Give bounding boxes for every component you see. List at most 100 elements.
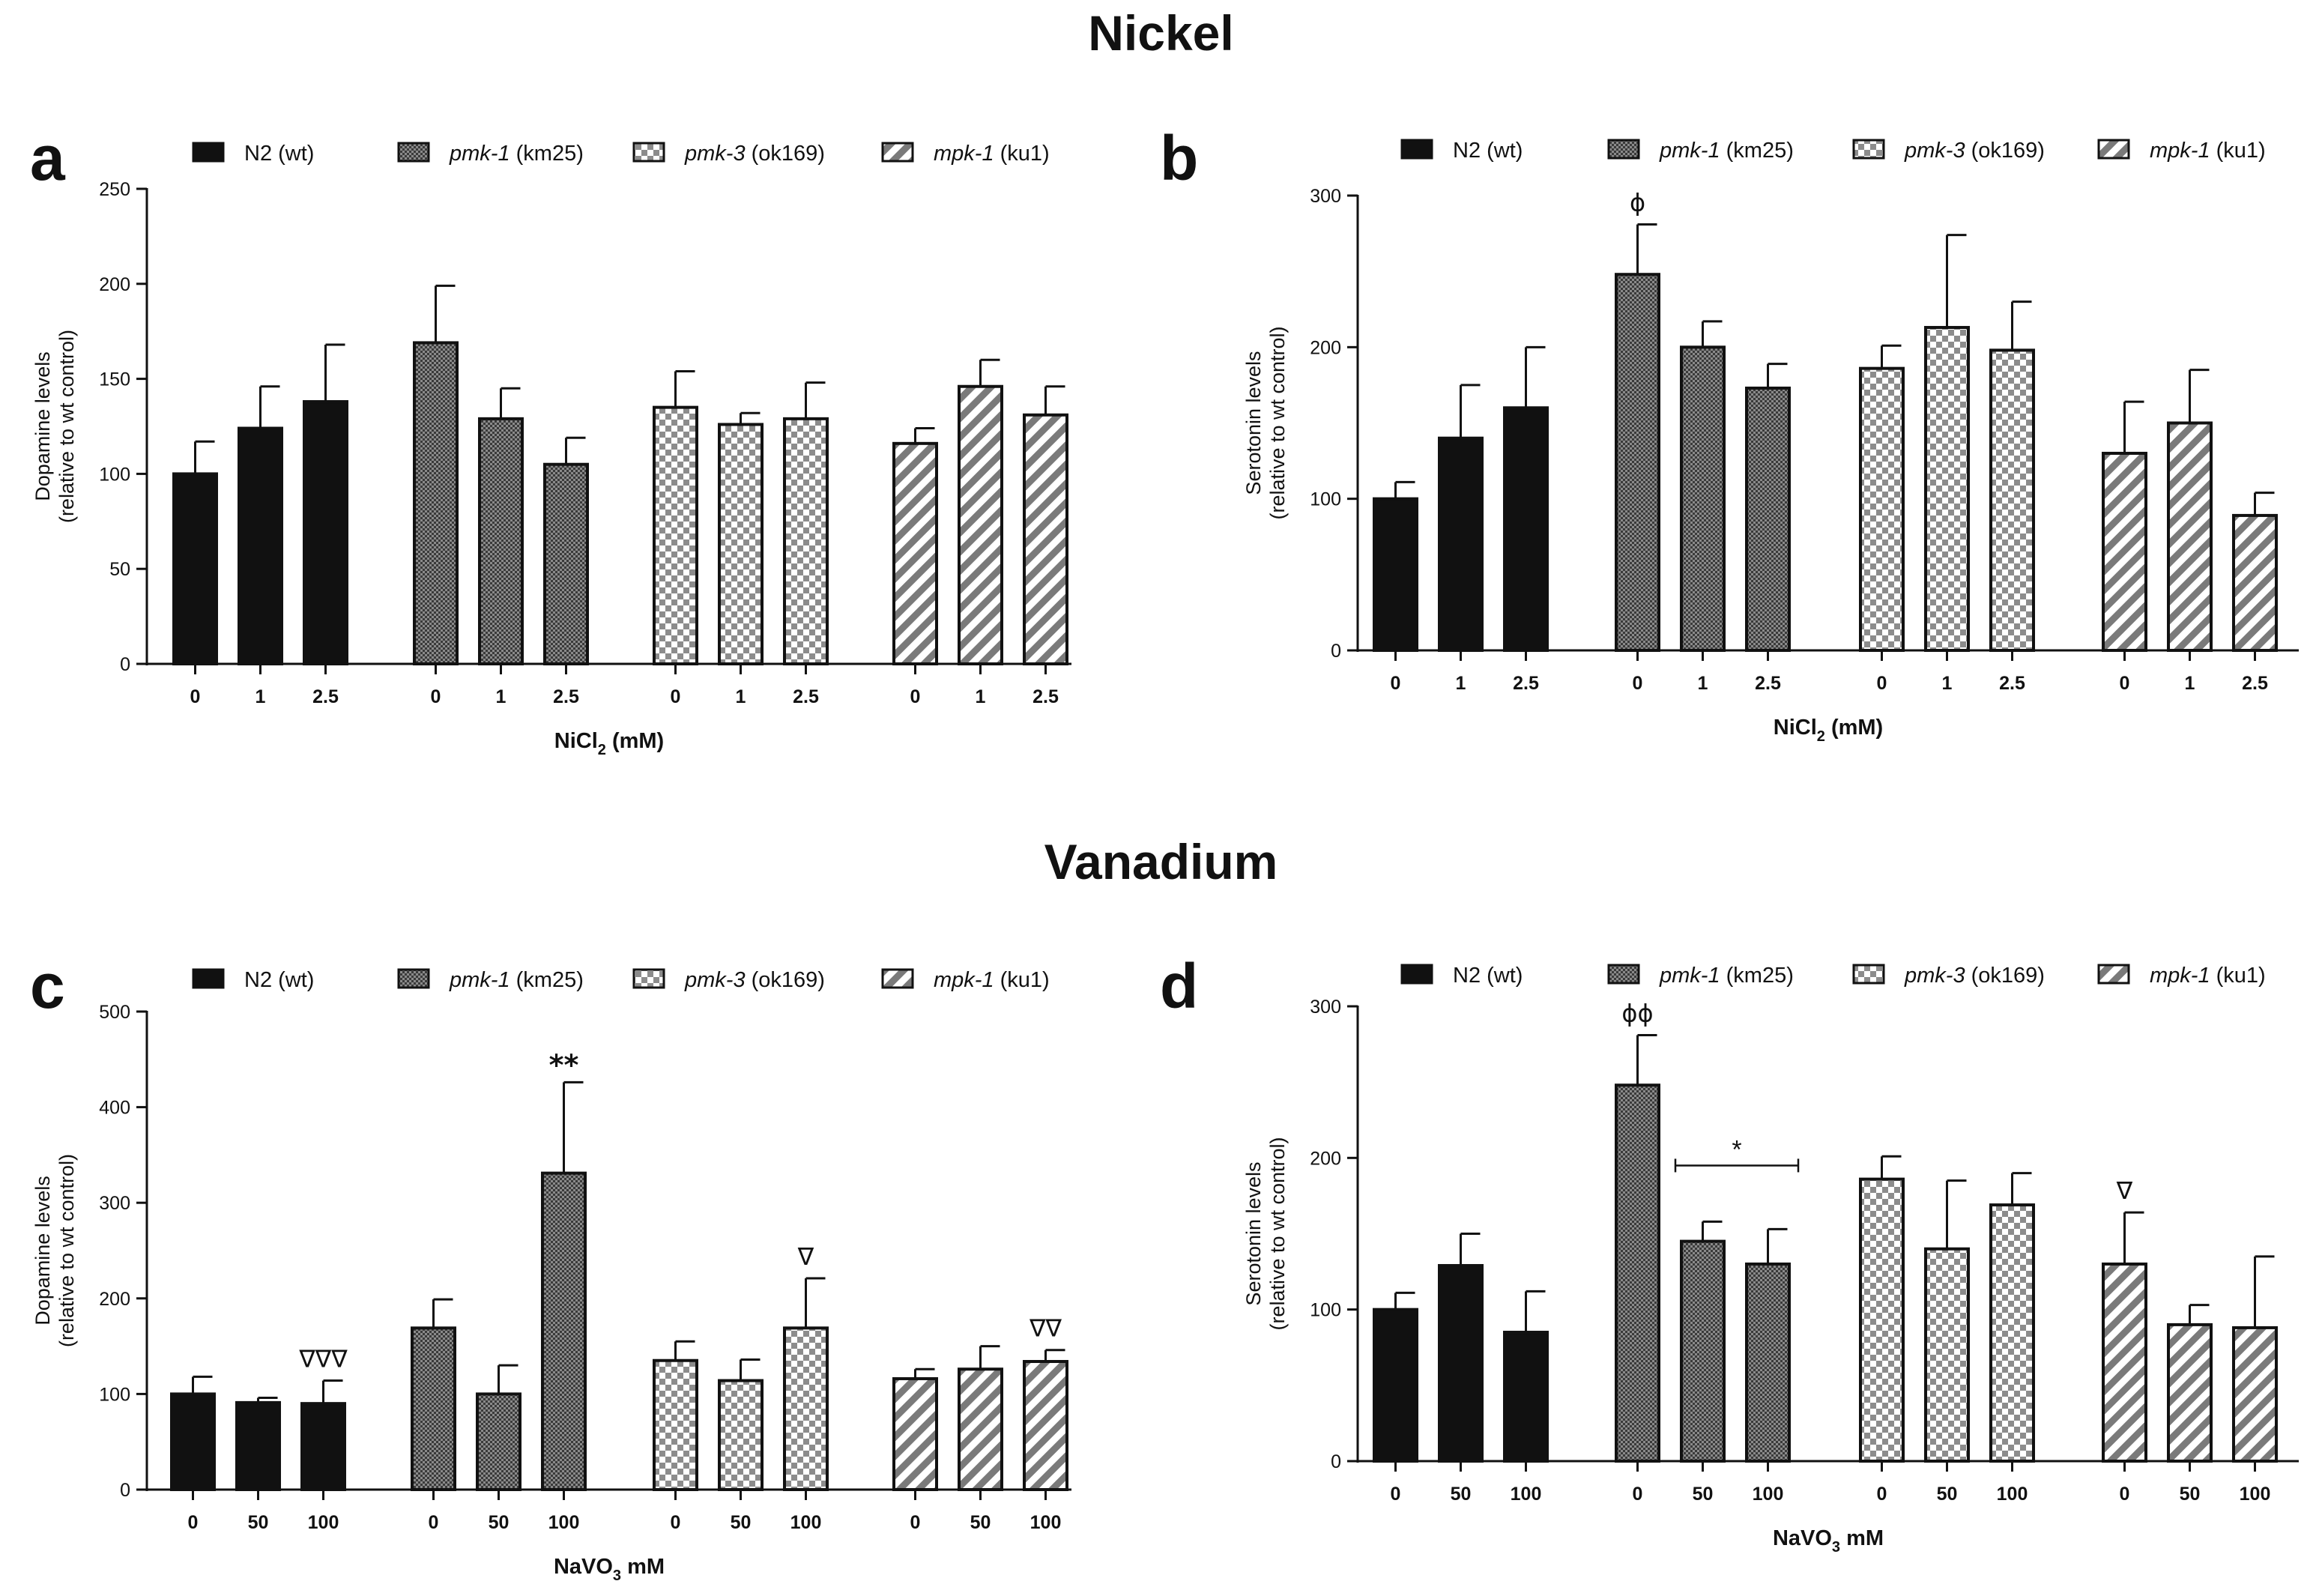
x-axis-title-tail: mM bbox=[1840, 1526, 1884, 1550]
bar bbox=[2102, 1262, 2147, 1463]
x-tick-label: 100 bbox=[2240, 1484, 2271, 1505]
panel-letter: d bbox=[1160, 951, 1198, 1021]
legend-label-italic: pmk-3 bbox=[1904, 139, 1965, 163]
x-tick-label: 50 bbox=[1693, 1484, 1714, 1505]
bar bbox=[653, 1358, 698, 1491]
x-tick-label: 0 bbox=[2120, 1484, 2130, 1505]
legend-label: mpk-1 (ku1) bbox=[934, 968, 1050, 992]
legend-label: pmk-3 (ok169) bbox=[1904, 139, 2045, 163]
x-tick-label: 0 bbox=[1633, 673, 1643, 694]
bar bbox=[1745, 386, 1791, 652]
bar bbox=[1924, 1247, 1970, 1463]
legend-swatch bbox=[2097, 139, 2130, 160]
x-tick-label: 1 bbox=[1698, 673, 1708, 694]
series-pmk-3: 0 50 100 ∇ bbox=[653, 1242, 829, 1533]
series-pmk-3: 0 1 2.5 bbox=[1859, 234, 2035, 694]
legend-label: mpk-1 (ku1) bbox=[2150, 964, 2266, 988]
x-axis-title-tail: (mM) bbox=[1825, 716, 1883, 740]
bar bbox=[238, 426, 283, 665]
bar bbox=[783, 417, 829, 666]
x-tick-label: 2.5 bbox=[312, 686, 339, 707]
legend-label: N2 (wt) bbox=[1453, 964, 1523, 988]
bar bbox=[413, 341, 459, 665]
bar bbox=[1989, 1203, 2035, 1463]
x-axis-title: NiCl2 (mM) bbox=[1774, 716, 1883, 745]
legend-label-italic: pmk-1 bbox=[449, 142, 510, 166]
bar bbox=[1503, 1331, 1549, 1463]
bar bbox=[892, 441, 938, 665]
x-tick-label: 0 bbox=[429, 1512, 439, 1533]
series-pmk-3: 0 1 2.5 bbox=[653, 369, 829, 707]
y-tick-label: 100 bbox=[99, 464, 130, 485]
x-tick-label: 1 bbox=[256, 686, 266, 707]
significance-annotation: ∇∇ bbox=[1029, 1314, 1062, 1343]
legend-swatch bbox=[1852, 139, 1885, 160]
legend-label-text: (ku1) bbox=[994, 968, 1050, 992]
y-tick-label: 0 bbox=[1331, 641, 1341, 662]
bar bbox=[718, 423, 764, 665]
legend-label-italic: pmk-1 bbox=[449, 968, 510, 992]
x-tick-label: 50 bbox=[248, 1512, 269, 1533]
x-tick-label: 2.5 bbox=[793, 686, 819, 707]
legend-label-text: (ok169) bbox=[1965, 964, 2045, 988]
legend-label-italic: mpk-1 bbox=[2150, 139, 2210, 163]
x-tick-label: 1 bbox=[976, 686, 986, 707]
bar bbox=[1438, 1263, 1484, 1463]
x-tick-label: 0 bbox=[2120, 673, 2130, 694]
y-tick-label: 200 bbox=[99, 274, 130, 295]
legend-label-text: N2 (wt) bbox=[1453, 139, 1523, 163]
y-tick-label: 150 bbox=[99, 369, 130, 390]
x-tick-label: 0 bbox=[671, 1512, 681, 1533]
legend-label-italic: mpk-1 bbox=[934, 142, 994, 166]
legend-label: mpk-1 (ku1) bbox=[2150, 139, 2266, 163]
bar bbox=[541, 1171, 587, 1492]
x-tick-label: 2.5 bbox=[1999, 673, 2025, 694]
legend-label-text: N2 (wt) bbox=[1453, 964, 1523, 988]
x-tick-label: 2.5 bbox=[1755, 673, 1781, 694]
legend-swatch bbox=[397, 142, 430, 163]
x-tick-label: 0 bbox=[910, 686, 921, 707]
y-tick-label: 500 bbox=[99, 1002, 130, 1023]
y-tick-label: 0 bbox=[120, 1480, 130, 1501]
x-tick-label: 50 bbox=[1451, 1484, 1472, 1505]
y-tick-label: 300 bbox=[99, 1193, 130, 1214]
legend-swatch bbox=[632, 142, 665, 163]
legend-label-text: N2 (wt) bbox=[244, 142, 314, 166]
legend-label-text: (ku1) bbox=[2210, 139, 2266, 163]
bar bbox=[892, 1376, 938, 1492]
x-axis-title-subscript: 2 bbox=[598, 742, 606, 758]
legend-swatch bbox=[881, 142, 914, 163]
x-tick-label: 2.5 bbox=[1513, 673, 1539, 694]
series-mpk-1: 0 ∇ 50 100 bbox=[2102, 1176, 2278, 1505]
y-axis-label-line2: (relative to wt control) bbox=[55, 1154, 78, 1347]
y-tick-label: 200 bbox=[1310, 1148, 1341, 1169]
legend-label-italic: pmk-3 bbox=[684, 142, 746, 166]
y-tick-label: 400 bbox=[99, 1098, 130, 1119]
x-axis-title-main: NaVO bbox=[554, 1555, 613, 1579]
bar bbox=[1859, 366, 1905, 652]
significance-annotation: ∇∇∇ bbox=[298, 1345, 348, 1373]
y-axis-label-line1: Dopamine levels bbox=[31, 351, 54, 501]
nickel-title: Nickel bbox=[1088, 5, 1234, 61]
bar bbox=[2167, 1323, 2213, 1463]
y-tick-label: 300 bbox=[1310, 186, 1341, 207]
legend-label: N2 (wt) bbox=[1453, 139, 1523, 163]
series-N2: 0 1 2.5 bbox=[1373, 345, 1549, 694]
x-tick-label: 50 bbox=[2180, 1484, 2201, 1505]
x-axis-title: NaVO3 mM bbox=[554, 1555, 665, 1584]
vanadium-title: Vanadium bbox=[1044, 834, 1278, 889]
panel-a: a N2 (wt) pmk-1 (km25) pmk-3 (ok169) mpk-1 (… bbox=[30, 123, 1071, 758]
x-axis-title: NaVO3 mM bbox=[1773, 1526, 1884, 1556]
x-tick-label: 0 bbox=[1391, 673, 1401, 694]
legend-label: pmk-1 (km25) bbox=[1659, 964, 1794, 988]
legend-label: pmk-1 (km25) bbox=[449, 142, 584, 166]
bar bbox=[1503, 406, 1549, 652]
bar bbox=[2232, 1326, 2278, 1463]
x-axis-title-tail: (mM) bbox=[606, 729, 664, 753]
x-tick-label: 100 bbox=[1753, 1484, 1784, 1505]
bar bbox=[543, 462, 589, 665]
legend-label-text: (ku1) bbox=[994, 142, 1050, 166]
series-N2: 0 1 2.5 bbox=[172, 343, 348, 707]
bar bbox=[235, 1400, 281, 1492]
x-tick-label: 100 bbox=[1030, 1512, 1062, 1533]
